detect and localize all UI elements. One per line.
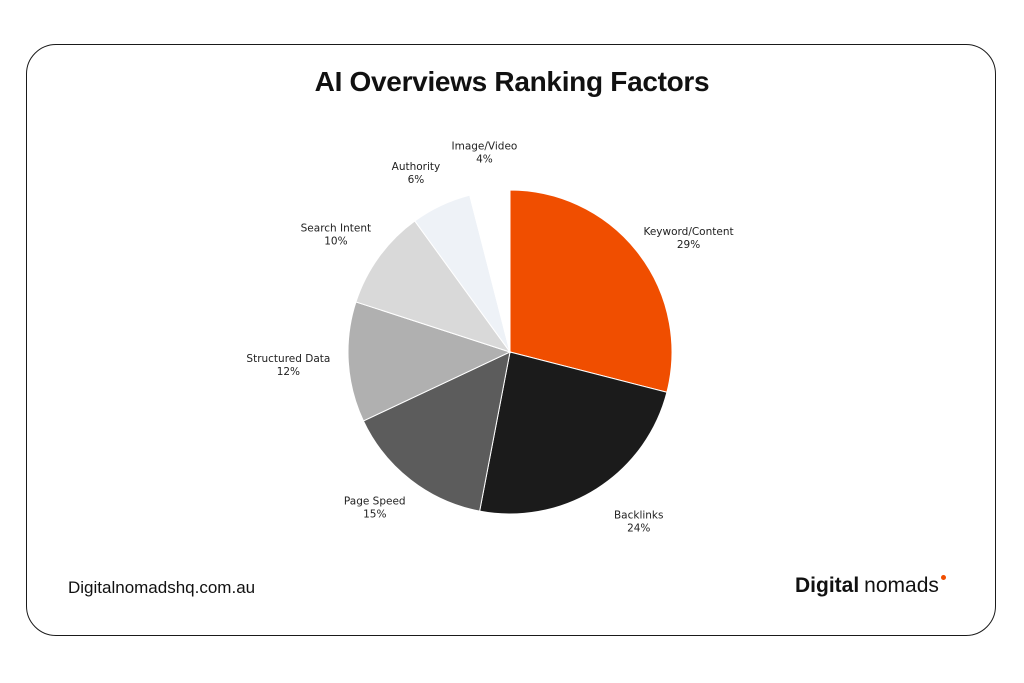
brand-name-first: Digital [795,574,860,597]
pie-slice-image-video [469,189,511,353]
brand-name-second: nomads [864,574,939,597]
pie-slice-structured-data [347,301,512,422]
slice-value-label: 4% [476,153,493,165]
brand-dot [940,575,946,580]
slice-value-label: 10% [324,235,347,247]
slice-label: Backlinks [614,510,664,522]
site-url: Digitalnomadshq.com.au [68,578,256,597]
chart-title: AI Overviews Ranking Factors [314,66,710,97]
slice-value-label: 6% [408,174,425,186]
slice-value-label: 12% [277,366,300,378]
pie-slice-page-speed [362,351,511,512]
slice-label: Authority [392,161,441,173]
slice-label: Page Speed [344,496,406,508]
pie-slices [347,189,673,515]
slice-label: Keyword/Content [643,226,733,238]
slice-value-label: 24% [627,523,650,535]
slice-label: Image/Video [452,140,518,152]
slice-value-label: 15% [363,509,386,521]
pie-slice-keyword-content [509,189,673,393]
slice-value-label: 29% [677,239,700,251]
pie-slice-backlinks [479,351,668,515]
slice-label: Structured Data [246,353,330,365]
brand-logo: Digital nomads [795,574,946,598]
pie-slice-search-intent [355,220,512,353]
slice-label: Search Intent [301,222,372,234]
